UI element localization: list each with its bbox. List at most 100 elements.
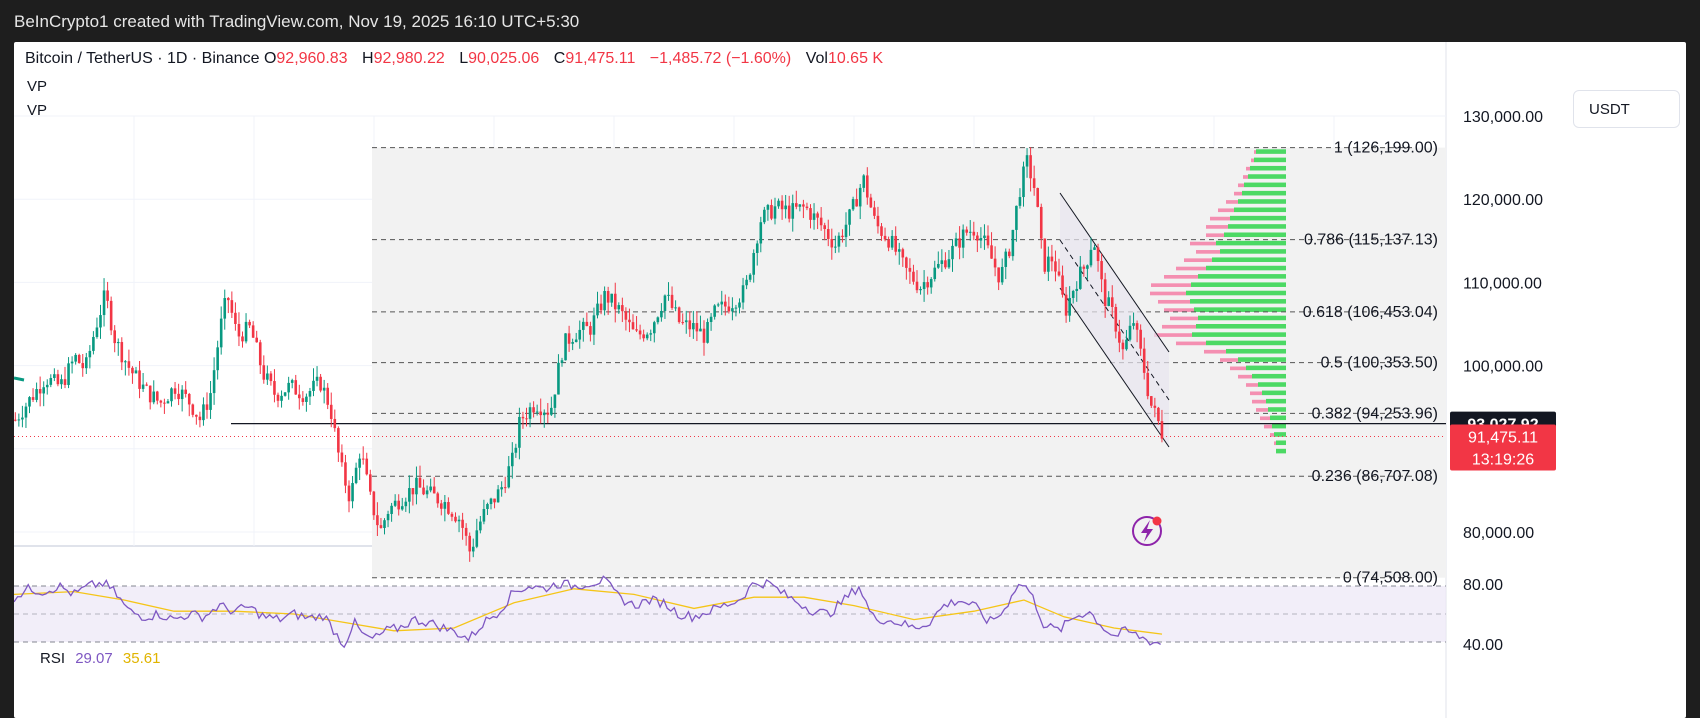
candle-body	[482, 508, 486, 522]
candle-body	[21, 417, 24, 420]
candle	[447, 497, 450, 515]
candle	[826, 219, 830, 247]
lightning-circle	[1132, 516, 1162, 546]
candle-body	[337, 428, 340, 453]
candle	[1064, 286, 1068, 323]
candle-body	[1107, 297, 1110, 306]
volume-profile-bar	[1256, 149, 1286, 154]
candle	[667, 282, 670, 301]
candle-body	[198, 416, 202, 421]
candle	[152, 380, 156, 405]
candle-body	[432, 486, 436, 494]
candle-body	[173, 388, 177, 394]
volume-profile-bar	[1262, 390, 1286, 396]
candle-body	[63, 379, 67, 385]
candle-body	[219, 318, 223, 348]
candle	[365, 452, 369, 476]
candle-body	[766, 205, 770, 210]
candle	[880, 223, 883, 241]
candle-body	[521, 416, 525, 419]
candle	[461, 512, 464, 540]
candle	[617, 302, 621, 314]
chart-panel[interactable]: 1 (126,199.00) 0.786 (115,137.13) 0.618 (1…	[14, 42, 1686, 718]
rsi-name[interactable]: RSI	[40, 650, 66, 667]
candle-body	[354, 467, 358, 484]
candle-body	[1047, 256, 1050, 272]
candle-body	[1050, 256, 1054, 262]
candle	[869, 193, 873, 209]
candle	[1110, 285, 1114, 318]
candle	[1000, 258, 1004, 285]
candle-body	[1114, 306, 1118, 332]
candle	[436, 491, 440, 508]
candle	[535, 404, 539, 416]
volume-profile-bar	[1184, 258, 1212, 263]
candle-body	[791, 203, 795, 219]
candle	[425, 485, 429, 499]
candle-body	[38, 389, 42, 394]
candle-body	[1039, 206, 1043, 239]
candle	[1096, 243, 1100, 272]
candle-body	[195, 414, 198, 417]
candle	[1114, 303, 1118, 339]
candle	[628, 308, 631, 333]
volume-profile-bar	[1276, 440, 1286, 446]
candle	[361, 446, 365, 465]
candle-body	[99, 315, 102, 328]
candle	[560, 357, 564, 367]
candle	[344, 454, 347, 494]
candle	[1128, 315, 1132, 342]
candle	[919, 286, 922, 295]
low-label: L	[459, 50, 469, 67]
indicator-vp-1[interactable]: VP	[27, 78, 48, 95]
candle	[1142, 337, 1146, 380]
volume-profile	[1150, 149, 1286, 454]
candle	[503, 476, 507, 494]
candle-body	[386, 513, 390, 521]
candle	[354, 462, 358, 485]
candle-body	[134, 370, 138, 374]
candle-body	[915, 281, 919, 291]
candle-body	[351, 483, 354, 502]
volume-profile-bar	[1243, 175, 1248, 179]
candle-body	[1139, 329, 1142, 349]
candle	[418, 465, 422, 488]
currency-unit-button[interactable]: USDT	[1573, 90, 1680, 128]
volume-profile-bar	[1162, 324, 1196, 329]
volume-profile-bar	[1206, 265, 1286, 271]
candle-body	[163, 402, 166, 404]
candle	[329, 392, 333, 428]
candle-body	[1025, 155, 1029, 167]
candle	[983, 224, 986, 250]
candle	[1086, 264, 1089, 280]
candle	[1093, 244, 1096, 250]
candle-body	[237, 323, 241, 337]
volume-profile-bar	[1210, 216, 1230, 221]
candle-body	[500, 487, 503, 490]
candle	[968, 220, 972, 241]
symbol-title[interactable]: Bitcoin / TetherUS · 1D · Binance	[25, 50, 260, 67]
candle-body	[411, 488, 415, 495]
candle	[574, 332, 578, 343]
candle	[290, 378, 294, 389]
candle-body	[748, 274, 752, 280]
candle	[692, 310, 695, 339]
candle-body	[773, 206, 777, 219]
candle-body	[1000, 266, 1004, 283]
candle	[514, 443, 518, 458]
candle	[823, 222, 826, 241]
volume-profile-bar	[1248, 174, 1286, 179]
candle-body	[816, 213, 819, 218]
candle-body	[85, 357, 88, 369]
candle	[280, 390, 283, 408]
price-chart-canvas[interactable]: 1 (126,199.00) 0.786 (115,137.13) 0.618 (1…	[14, 42, 1686, 718]
candle-body	[493, 498, 496, 503]
candle-body	[400, 506, 404, 510]
candle	[379, 517, 383, 529]
indicator-vp-2[interactable]: VP	[27, 102, 48, 119]
candle	[262, 355, 266, 384]
candle	[1071, 289, 1075, 304]
volume-profile-bar	[1238, 357, 1286, 362]
candle-body	[468, 535, 471, 552]
candle	[1089, 237, 1093, 268]
